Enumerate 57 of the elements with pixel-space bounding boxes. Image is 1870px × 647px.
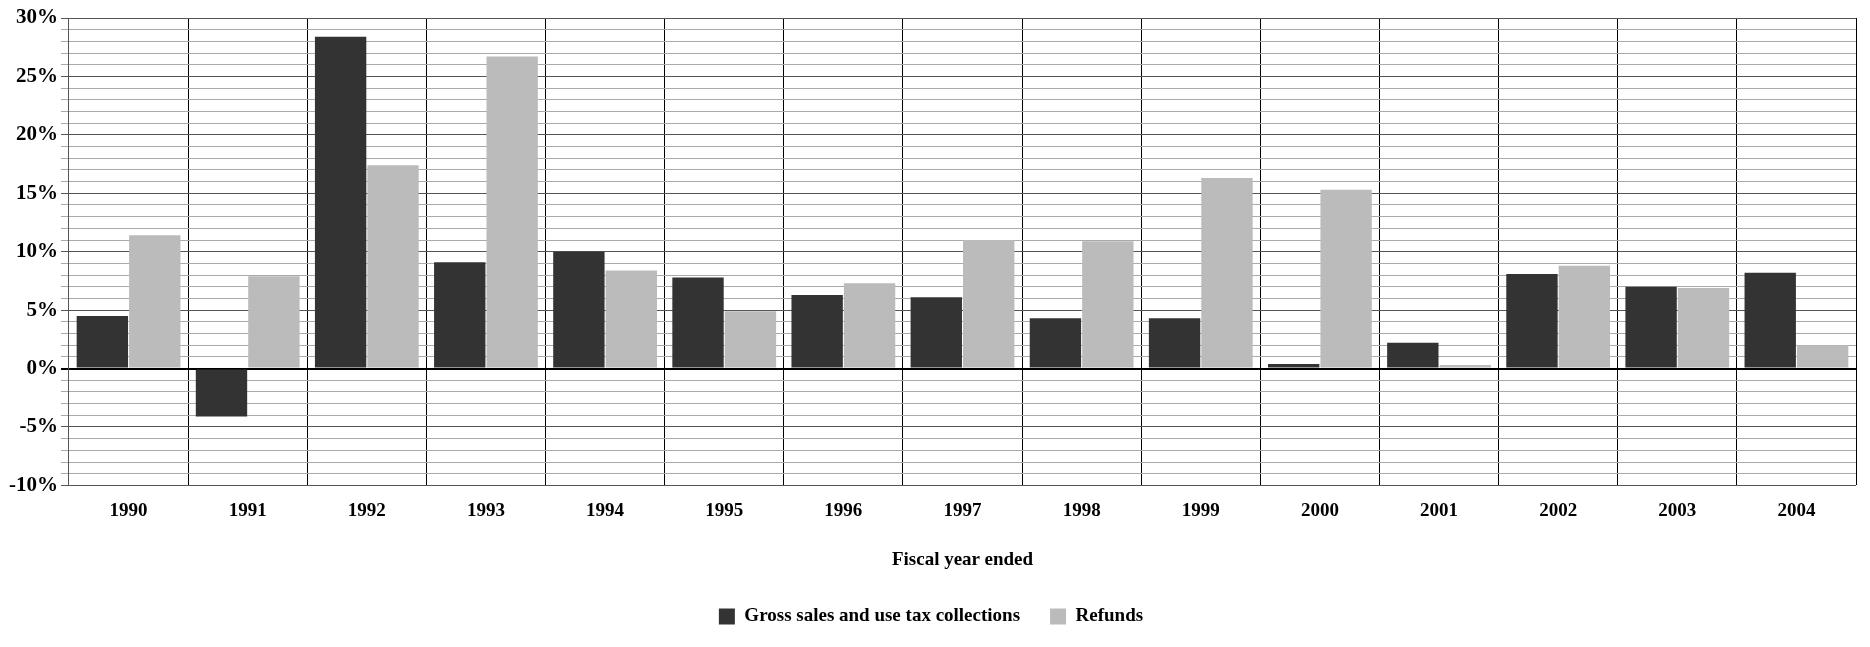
bar: [791, 294, 843, 368]
x-tick-label: 1992: [347, 498, 386, 520]
x-tick-label: 2002: [1539, 498, 1578, 520]
bar: [129, 235, 181, 368]
x-tick-label: 2000: [1300, 498, 1339, 520]
bar: [1387, 342, 1439, 368]
bar: [1796, 345, 1849, 368]
bar: [1148, 318, 1201, 368]
x-tick-label: 1991: [228, 498, 267, 520]
legend-label: Refunds: [1075, 604, 1144, 626]
bar: [195, 369, 248, 417]
bar: [963, 240, 1015, 368]
bar: [1082, 241, 1134, 368]
bar: [1744, 272, 1796, 368]
x-tick-label: 1997: [943, 498, 982, 520]
bar: [486, 56, 538, 368]
bar: [434, 262, 486, 368]
bar: [605, 270, 657, 368]
y-tick-label: 30%: [15, 4, 58, 29]
y-tick-label: 10%: [15, 238, 58, 263]
bar: [1201, 178, 1253, 368]
x-tick-label: 1998: [1062, 498, 1101, 520]
x-tick-label: 1990: [109, 498, 148, 520]
y-tick-label: -5%: [19, 413, 58, 438]
y-tick-label: 25%: [15, 62, 58, 87]
x-tick-label: 2003: [1658, 498, 1697, 520]
bar: [553, 251, 605, 368]
y-tick-label: 20%: [15, 121, 58, 146]
y-tick-label: 5%: [26, 296, 58, 321]
bar: [314, 36, 367, 368]
x-tick-label: 1996: [824, 498, 863, 520]
y-tick-label: -10%: [8, 471, 58, 496]
bar: [76, 315, 129, 368]
x-tick-label: 1999: [1181, 498, 1220, 520]
bar: [1439, 365, 1491, 368]
bar: [367, 165, 419, 368]
x-axis-title: Fiscal year ended: [891, 547, 1034, 569]
x-tick-label: 1993: [466, 498, 505, 520]
bar: [724, 311, 777, 368]
bar: [1320, 189, 1372, 368]
bar: [672, 277, 724, 368]
bar: [1029, 318, 1082, 368]
y-tick-label: 15%: [15, 179, 58, 204]
x-tick-label: 1994: [586, 498, 625, 520]
x-tick-label: 2001: [1420, 498, 1459, 520]
bar: [1677, 287, 1730, 368]
bar: [843, 283, 896, 368]
bar: [1625, 286, 1677, 368]
x-tick-label: 1995: [705, 498, 744, 520]
bar: [910, 297, 962, 368]
bar: [248, 276, 300, 368]
x-tick-label: 2004: [1777, 498, 1816, 520]
y-tick-label: 0%: [26, 354, 58, 379]
bar: [1558, 265, 1611, 368]
legend-label: Gross sales and use tax collections: [744, 604, 1021, 626]
bar: [1506, 273, 1558, 368]
bar: [1268, 363, 1320, 368]
